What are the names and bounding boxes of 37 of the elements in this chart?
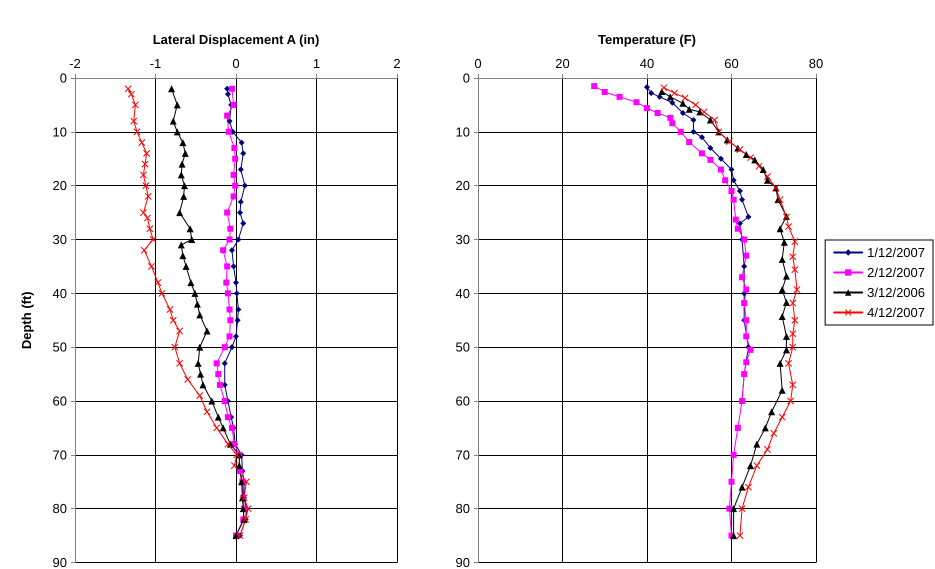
x-tick-label: -2 bbox=[69, 56, 81, 71]
x-tick-label: 2 bbox=[393, 56, 401, 71]
x-tick-label: 0 bbox=[232, 56, 240, 71]
y-tick-label: 10 bbox=[52, 124, 67, 140]
x-tick-label: 20 bbox=[555, 56, 570, 71]
y-tick-label: 0 bbox=[462, 70, 470, 86]
y-tick-label: 10 bbox=[456, 124, 470, 140]
y-tick-label: 60 bbox=[52, 394, 67, 408]
y-tick-label: 30 bbox=[456, 232, 470, 247]
y-tick-label: 80 bbox=[456, 501, 470, 516]
legend-label: 4/12/2007 bbox=[867, 305, 926, 320]
y-tick-label: 70 bbox=[456, 447, 470, 462]
y-tick-label: 90 bbox=[456, 555, 470, 569]
y-tick-label: 70 bbox=[52, 447, 67, 462]
legend-label: 3/12/2006 bbox=[867, 285, 926, 300]
legend-label: 1/12/2007 bbox=[867, 245, 926, 260]
y-tick-label: 90 bbox=[52, 555, 67, 569]
y-tick-label: 60 bbox=[456, 394, 470, 408]
y-tick-label: 0 bbox=[60, 70, 67, 86]
x-tick-label: 40 bbox=[640, 56, 654, 71]
y-tick-label: 30 bbox=[52, 232, 67, 247]
y-tick-label: 50 bbox=[456, 340, 470, 355]
y-axis-title: Depth (ft) bbox=[19, 291, 34, 350]
y-tick-label: 80 bbox=[52, 501, 67, 516]
x-tick-label: 60 bbox=[724, 56, 739, 71]
y-tick-label: 20 bbox=[52, 178, 67, 194]
x-axis-title: Lateral Displacement A (in) bbox=[152, 32, 320, 47]
x-axis-title: Temperature (F) bbox=[598, 32, 696, 47]
x-tick-label: 1 bbox=[312, 56, 320, 71]
x-tick-label: 0 bbox=[474, 56, 482, 71]
x-tick-label: 80 bbox=[808, 56, 824, 71]
legend-label: 2/12/2007 bbox=[867, 265, 926, 280]
y-tick-label: 50 bbox=[52, 340, 67, 355]
x-tick-label: -1 bbox=[150, 56, 162, 71]
y-tick-label: 40 bbox=[456, 286, 470, 301]
y-tick-label: 40 bbox=[52, 286, 67, 301]
y-tick-label: 20 bbox=[456, 178, 470, 194]
